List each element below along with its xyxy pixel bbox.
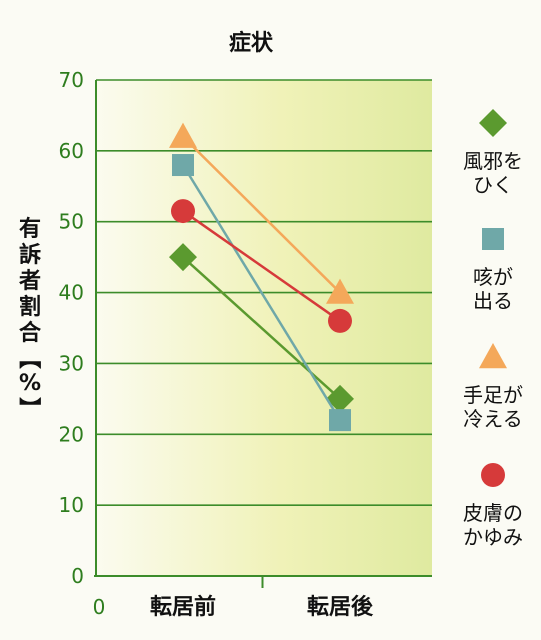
marker-triangle <box>169 122 197 148</box>
y-axis-label-char: 【 <box>16 347 41 369</box>
marker-diamond <box>169 243 197 272</box>
y-tick-label: 30 <box>59 351 84 375</box>
marker-triangle <box>326 278 354 304</box>
y-tick-label: 10 <box>59 493 84 517</box>
legend-label: 出る <box>473 289 513 313</box>
series-square <box>172 154 351 432</box>
legend-label: 皮膚の <box>463 501 523 525</box>
y-tick-label: 20 <box>59 422 84 446</box>
marker-diamond <box>326 384 354 413</box>
marker-diamond <box>479 109 507 137</box>
plot-area <box>96 80 432 576</box>
marker-square <box>482 228 504 250</box>
y-axis-label-char: 有 <box>19 216 41 242</box>
legend-label: ひく <box>473 173 513 197</box>
series-circle <box>171 199 352 333</box>
grid <box>96 79 432 506</box>
marker-triangle <box>479 343 507 369</box>
series-line <box>182 210 341 322</box>
y-tick-label: 40 <box>59 281 84 305</box>
labels: 症状 0 0 10 20 30 40 50 60 70 転居前 転居後 <box>59 30 374 620</box>
x-tick-label: 転居前 <box>150 594 216 620</box>
y-axis-label-char: 合 <box>19 320 42 346</box>
series-line <box>182 135 341 294</box>
y-axis-label-char: 者 <box>18 269 41 294</box>
marker-square <box>329 409 351 432</box>
y-axis-label-char: % <box>19 371 41 396</box>
series-line <box>181 164 342 421</box>
marker-square <box>172 154 194 177</box>
legend-label: かゆみ <box>463 525 523 549</box>
x-origin-label: 0 <box>93 595 106 619</box>
y-axis-label-char: 割 <box>19 294 41 320</box>
y-tick-label: 50 <box>59 210 84 234</box>
legend-label: 咳が <box>473 265 513 289</box>
marker-circle <box>171 199 195 224</box>
y-axis-label-char: 訴 <box>19 242 41 268</box>
chart-title: 症状 <box>229 30 274 56</box>
series-triangle <box>169 122 354 304</box>
axes <box>94 80 432 588</box>
y-tick-label: 70 <box>59 68 84 92</box>
legend-label: 手足が <box>463 383 523 407</box>
y-tick-label: 60 <box>59 139 84 163</box>
y-tick-label: 0 <box>71 564 84 588</box>
legend-label: 風邪を <box>463 149 523 173</box>
series-layer <box>169 122 354 432</box>
legend-label: 冷える <box>463 407 522 431</box>
y-axis-label-char: 】 <box>16 397 41 419</box>
x-tick-label: 転居後 <box>307 594 374 620</box>
marker-circle <box>481 463 505 487</box>
marker-circle <box>328 308 352 333</box>
